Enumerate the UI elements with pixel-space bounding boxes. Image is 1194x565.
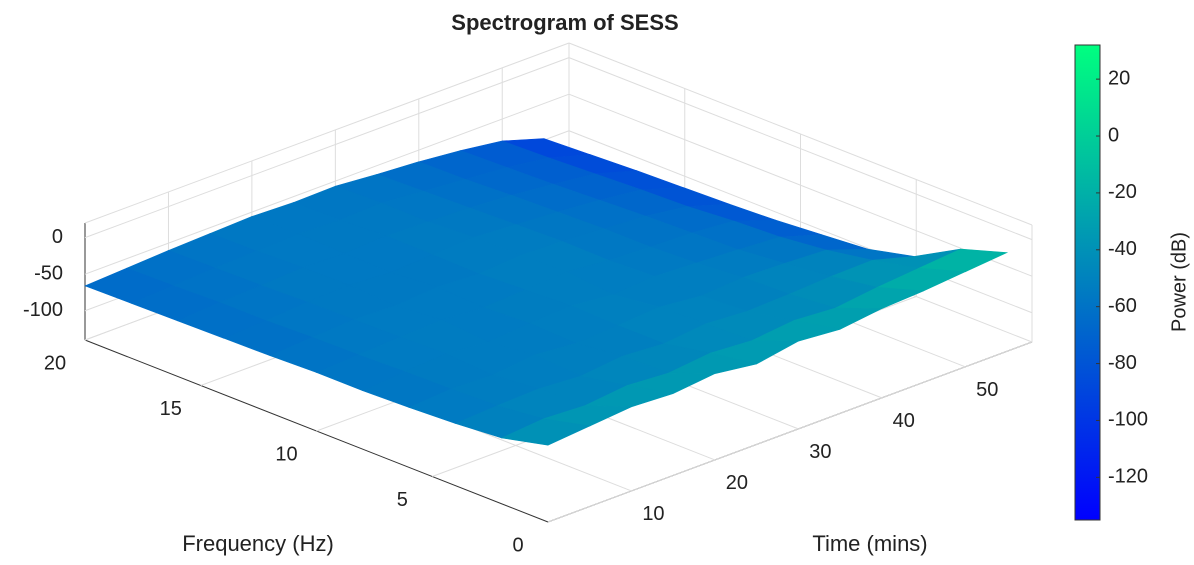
colorbar-tick-label: -80 bbox=[1108, 352, 1137, 374]
grid-line bbox=[84, 93, 570, 275]
colorbar-tick-label: -60 bbox=[1108, 295, 1137, 317]
y-axis-label: Frequency (Hz) bbox=[182, 531, 334, 556]
grid-line bbox=[568, 130, 1033, 314]
grid-line bbox=[547, 341, 1033, 523]
x-tick-label: 40 bbox=[893, 410, 915, 432]
z-tick-label: 0 bbox=[52, 226, 63, 248]
x-tick-label: 30 bbox=[809, 441, 831, 463]
y-tick-label: 5 bbox=[397, 489, 408, 511]
colorbar-tick-label: -100 bbox=[1108, 409, 1148, 431]
colorbar-tick-label: 20 bbox=[1108, 67, 1130, 89]
surface bbox=[84, 138, 1009, 446]
colorbar-label: Power (dB) bbox=[1168, 232, 1190, 332]
colorbar-tick-label: -40 bbox=[1108, 238, 1137, 260]
x-tick-label: 50 bbox=[976, 379, 998, 401]
colorbar-tick-label: -20 bbox=[1108, 181, 1137, 203]
grid-line bbox=[568, 93, 1033, 277]
colorbar bbox=[1074, 44, 1101, 521]
y-tick-label: 20 bbox=[44, 352, 66, 374]
z-tick-label: -50 bbox=[34, 262, 63, 284]
x-axis-label: Time (mins) bbox=[812, 531, 927, 556]
grid-line bbox=[568, 57, 1033, 241]
z-tick-label: -100 bbox=[23, 299, 63, 321]
x-tick-label: 20 bbox=[726, 472, 748, 494]
y-tick-label: 15 bbox=[160, 398, 182, 420]
y-tick-label: 0 bbox=[512, 534, 523, 556]
surface-patch bbox=[500, 418, 591, 446]
chart-title: Spectrogram of SESS bbox=[451, 10, 678, 35]
y-tick-label: 10 bbox=[275, 443, 297, 465]
colorbar-tick-label: -120 bbox=[1108, 466, 1148, 488]
x-tick-label: 10 bbox=[642, 503, 664, 525]
colorbar-tick-label: 0 bbox=[1108, 124, 1119, 146]
box-line bbox=[84, 42, 570, 224]
grid-line bbox=[84, 57, 570, 239]
